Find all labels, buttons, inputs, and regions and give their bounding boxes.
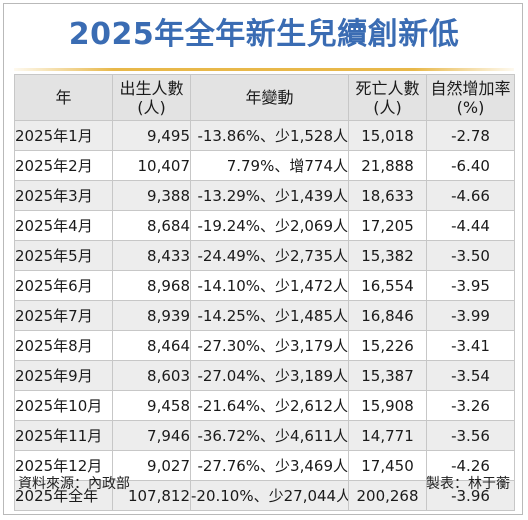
column-header-label: 出生人數 bbox=[119, 78, 184, 98]
table-row: 2025年3月 9,388 -13.29%、少1,439人 18,633 -4.66 bbox=[14, 180, 515, 211]
births-cell: 8,968 bbox=[112, 270, 191, 301]
deaths-cell: 14,771 bbox=[348, 420, 427, 451]
deaths-cell: 15,018 bbox=[348, 120, 427, 151]
change-cell: -24.49%、少2,735人 bbox=[190, 240, 349, 271]
period-cell: 2025年全年 bbox=[14, 480, 113, 511]
deaths-cell: 21,888 bbox=[348, 150, 427, 181]
period-cell: 2025年6月 bbox=[14, 270, 113, 301]
period-cell: 2025年12月 bbox=[14, 450, 113, 481]
change-cell: -14.10%、少1,472人 bbox=[190, 270, 349, 301]
column-header-label: 自然增加率 bbox=[430, 78, 511, 98]
change-cell: -27.04%、少3,189人 bbox=[190, 360, 349, 391]
chart-title: 2025年全年新生兒續創新低 bbox=[68, 17, 460, 52]
deaths-cell: 17,205 bbox=[348, 210, 427, 241]
rate-cell: -2.78 bbox=[426, 120, 515, 151]
period-cell: 2025年11月 bbox=[14, 420, 113, 451]
births-cell: 8,684 bbox=[112, 210, 191, 241]
rate-cell: -3.26 bbox=[426, 390, 515, 421]
period-cell: 2025年10月 bbox=[14, 390, 113, 421]
table-row: 2025年8月 8,464 -27.30%、少3,179人 15,226 -3.41 bbox=[14, 330, 515, 361]
deaths-cell: 15,387 bbox=[348, 360, 427, 391]
change-cell: -27.30%、少3,179人 bbox=[190, 330, 349, 361]
table-row: 2025年1月 9,495 -13.86%、少1,528人 15,018 -2.78 bbox=[14, 120, 515, 151]
period-cell: 2025年5月 bbox=[14, 240, 113, 271]
rate-cell: -4.44 bbox=[426, 210, 515, 241]
change-cell: -20.10%、少27,044人 bbox=[190, 480, 349, 511]
column-header-label: 年變動 bbox=[245, 88, 294, 107]
change-cell: -36.72%、少4,611人 bbox=[190, 420, 349, 451]
column-header-births: 出生人數 (人) bbox=[112, 74, 191, 121]
table-row: 2025年10月 9,458 -21.64%、少2,612人 15,908 -3.26 bbox=[14, 390, 515, 421]
period-cell: 2025年3月 bbox=[14, 180, 113, 211]
column-header-label: 年 bbox=[55, 88, 72, 107]
deaths-cell: 200,268 bbox=[348, 480, 427, 511]
table-row: 2025年7月 8,939 -14.25%、少1,485人 16,846 -3.99 bbox=[14, 300, 515, 331]
table-row: 2025年5月 8,433 -24.49%、少2,735人 15,382 -3.50 bbox=[14, 240, 515, 271]
change-cell: -21.64%、少2,612人 bbox=[190, 390, 349, 421]
change-cell: -14.25%、少1,485人 bbox=[190, 300, 349, 331]
deaths-cell: 16,846 bbox=[348, 300, 427, 331]
deaths-cell: 15,226 bbox=[348, 330, 427, 361]
rate-cell: -3.50 bbox=[426, 240, 515, 271]
table-row: 2025年11月 7,946 -36.72%、少4,611人 14,771 -3.56 bbox=[14, 420, 515, 451]
rate-cell: -3.56 bbox=[426, 420, 515, 451]
rate-cell: -6.40 bbox=[426, 150, 515, 181]
change-cell: -13.86%、少1,528人 bbox=[190, 120, 349, 151]
table-row: 2025年12月 9,027 -27.76%、少3,469人 17,450 -4.26 bbox=[14, 450, 515, 481]
column-header-rate: 自然增加率 (%) bbox=[426, 74, 515, 121]
change-cell: -13.29%、少1,439人 bbox=[190, 180, 349, 211]
column-header-unit: (人) bbox=[373, 97, 402, 117]
period-cell: 2025年2月 bbox=[14, 150, 113, 181]
births-cell: 9,388 bbox=[112, 180, 191, 211]
table-header-row: 年 出生人數 (人) 年變動 死亡人數 (人) 自然增加率 (%) bbox=[14, 74, 515, 121]
deaths-cell: 18,633 bbox=[348, 180, 427, 211]
footer: 資料來源：內政部 製表：林于蘅 bbox=[18, 474, 510, 494]
births-cell: 8,464 bbox=[112, 330, 191, 361]
rate-cell: -4.26 bbox=[426, 450, 515, 481]
rate-cell: -3.99 bbox=[426, 300, 515, 331]
infographic-card: 2025年全年新生兒續創新低 年 出生人數 (人) 年變動 bbox=[3, 3, 523, 515]
births-cell: 9,495 bbox=[112, 120, 191, 151]
column-header-change: 年變動 bbox=[190, 74, 349, 121]
period-cell: 2025年4月 bbox=[14, 210, 113, 241]
change-cell: 7.79%、增774人 bbox=[190, 150, 349, 181]
table-row: 2025年2月 10,407 7.79%、增774人 21,888 -6.40 bbox=[14, 150, 515, 181]
column-header-unit: (%) bbox=[456, 97, 485, 117]
change-cell: -19.24%、少2,069人 bbox=[190, 210, 349, 241]
period-cell: 2025年8月 bbox=[14, 330, 113, 361]
source-note: 資料來源：內政部 bbox=[18, 476, 130, 492]
column-header-unit: (人) bbox=[137, 97, 166, 117]
title-divider bbox=[14, 68, 514, 71]
rate-cell: -3.54 bbox=[426, 360, 515, 391]
births-cell: 10,407 bbox=[112, 150, 191, 181]
deaths-cell: 16,554 bbox=[348, 270, 427, 301]
rate-cell: -3.41 bbox=[426, 330, 515, 361]
period-cell: 2025年7月 bbox=[14, 300, 113, 331]
rate-cell: -4.66 bbox=[426, 180, 515, 211]
deaths-cell: 15,908 bbox=[348, 390, 427, 421]
rate-cell: -3.95 bbox=[426, 270, 515, 301]
column-header-period: 年 bbox=[14, 74, 113, 121]
rate-cell: -3.96 bbox=[426, 480, 515, 511]
table-row: 2025年全年 107,812 -20.10%、少27,044人 200,268 -3.… bbox=[14, 480, 515, 511]
births-cell: 9,458 bbox=[112, 390, 191, 421]
table-row: 2025年6月 8,968 -14.10%、少1,472人 16,554 -3.95 bbox=[14, 270, 515, 301]
table-body: 2025年1月 9,495 -13.86%、少1,528人 15,018 -2.78 20… bbox=[14, 120, 515, 511]
births-cell: 8,603 bbox=[112, 360, 191, 391]
births-cell: 8,939 bbox=[112, 300, 191, 331]
births-cell: 7,946 bbox=[112, 420, 191, 451]
column-header-deaths: 死亡人數 (人) bbox=[348, 74, 427, 121]
deaths-cell: 15,382 bbox=[348, 240, 427, 271]
births-cell: 107,812 bbox=[112, 480, 191, 511]
table-row: 2025年4月 8,684 -19.24%、少2,069人 17,205 -4.44 bbox=[14, 210, 515, 241]
period-cell: 2025年9月 bbox=[14, 360, 113, 391]
period-cell: 2025年1月 bbox=[14, 120, 113, 151]
column-header-label: 死亡人數 bbox=[355, 78, 420, 98]
births-cell: 8,433 bbox=[112, 240, 191, 271]
births-table: 年 出生人數 (人) 年變動 死亡人數 (人) 自然增加率 (%) bbox=[14, 74, 515, 511]
credit-note: 製表：林于蘅 bbox=[426, 476, 510, 492]
table-row: 2025年9月 8,603 -27.04%、少3,189人 15,387 -3.54 bbox=[14, 360, 515, 391]
